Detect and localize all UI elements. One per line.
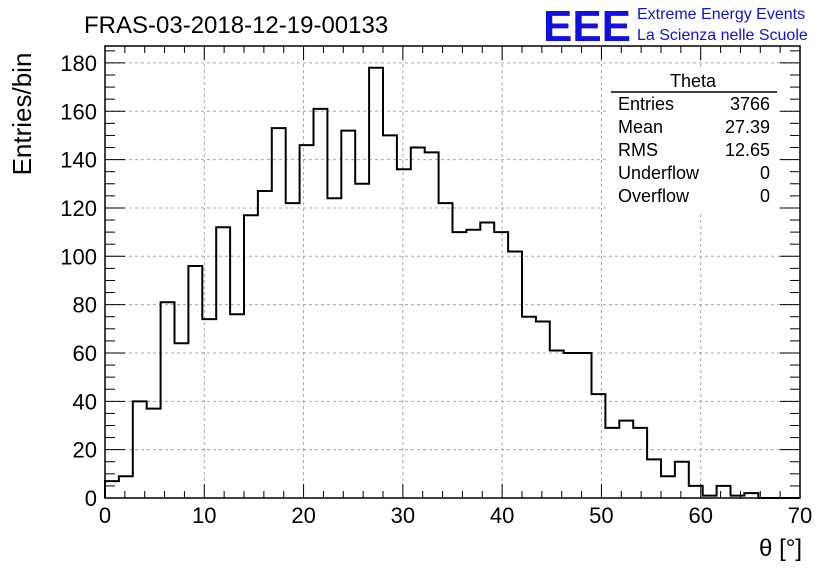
y-axis-label: Entries/bin — [7, 53, 37, 176]
stats-row-label: Overflow — [618, 186, 690, 206]
histogram-bin — [161, 302, 175, 498]
histogram-bin — [411, 148, 425, 498]
histogram-bin — [466, 230, 480, 498]
logo-line-2: La Scienza nelle Scuole — [637, 27, 808, 44]
histogram-bin — [133, 401, 147, 498]
histogram-bin — [341, 131, 355, 498]
histogram-bin — [647, 459, 661, 498]
eee-logo: EEE Extreme Energy Events La Scienza nel… — [543, 2, 808, 51]
histogram-bin — [661, 476, 675, 498]
stats-row-value: 0 — [760, 163, 770, 183]
histogram-bin — [119, 476, 133, 498]
histogram-bin — [258, 191, 272, 498]
histogram-bin — [300, 145, 314, 498]
x-tick-label: 20 — [291, 503, 315, 528]
x-tick-label: 30 — [391, 503, 415, 528]
histogram-bin — [605, 428, 619, 498]
histogram-bin — [369, 68, 383, 498]
histogram-bin — [592, 394, 606, 498]
histogram-bin — [314, 109, 328, 498]
histogram-bin — [105, 481, 119, 498]
x-axis-label: θ [°] — [759, 535, 802, 562]
stats-row-label: Mean — [618, 117, 663, 137]
x-tick-label: 60 — [688, 503, 712, 528]
y-tick-label: 0 — [85, 486, 97, 511]
stats-row-value: 0 — [760, 186, 770, 206]
y-tick-label: 140 — [60, 148, 97, 173]
histogram-bin — [397, 169, 411, 498]
histogram-bin — [689, 486, 703, 498]
histogram-bin — [453, 232, 467, 498]
histogram-bin — [675, 462, 689, 498]
stats-title: Theta — [670, 71, 717, 91]
y-tick-label: 100 — [60, 244, 97, 269]
histogram-bin — [425, 152, 439, 498]
histogram-bin — [286, 203, 300, 498]
stats-box: Theta Entries 3766 Mean 27.39 RMS 12.65 Underf… — [609, 69, 779, 211]
histogram-bin — [578, 353, 592, 498]
histogram-bin — [355, 184, 369, 498]
histogram-bin — [216, 227, 230, 498]
histogram-bin — [480, 222, 494, 498]
histogram-bin — [272, 128, 286, 498]
y-tick-label: 80 — [73, 293, 97, 318]
y-tick-label: 160 — [60, 99, 97, 124]
y-tick-label: 120 — [60, 196, 97, 221]
histogram-bin — [550, 351, 564, 498]
histogram-bin — [188, 266, 202, 498]
histogram-bin — [633, 428, 647, 498]
histogram-bin — [508, 251, 522, 498]
stats-row-label: Entries — [618, 94, 674, 114]
x-tick-label: 10 — [192, 503, 216, 528]
histogram-bin — [619, 421, 633, 498]
histogram-bin — [536, 322, 550, 498]
y-tick-label: 180 — [60, 51, 97, 76]
histogram-bin — [175, 343, 189, 498]
x-axis-ticks: 0 10 20 30 40 50 60 70 — [99, 46, 812, 528]
stats-row-value: 12.65 — [725, 140, 770, 160]
stats-rows: Entries 3766 Mean 27.39 RMS 12.65 Underflow 0 Ov… — [618, 94, 770, 206]
x-tick-label: 0 — [99, 503, 111, 528]
histogram-bin — [383, 135, 397, 498]
histogram-bin — [147, 409, 161, 498]
histogram-bin — [522, 317, 536, 498]
stats-row-label: RMS — [618, 140, 658, 160]
histogram-bin — [717, 486, 731, 498]
histogram-bin — [494, 232, 508, 498]
logo-text: EEE — [543, 2, 631, 51]
histogram-bin — [564, 353, 578, 498]
histogram-outline — [104, 66, 800, 499]
x-tick-label: 40 — [490, 503, 514, 528]
histogram-bin — [439, 203, 453, 498]
y-tick-label: 20 — [73, 438, 97, 463]
y-axis-ticks: 0 20 40 60 80 100 120 140 160 180 — [60, 50, 800, 511]
histogram-bin — [202, 319, 216, 498]
histogram-bin — [244, 215, 258, 498]
x-tick-label: 70 — [788, 503, 812, 528]
stats-row-value: 27.39 — [725, 117, 770, 137]
logo-line-1: Extreme Energy Events — [637, 6, 805, 23]
stats-row-value: 3766 — [730, 94, 770, 114]
x-tick-label: 50 — [589, 503, 613, 528]
grid — [105, 46, 800, 498]
plot-frame — [104, 45, 801, 499]
y-tick-label: 40 — [73, 389, 97, 414]
histogram-bin — [230, 314, 244, 498]
chart-title: FRAS-03-2018-12-19-00133 — [84, 12, 388, 39]
y-tick-label: 60 — [73, 341, 97, 366]
stats-row-label: Underflow — [618, 163, 700, 183]
histogram-bin — [327, 198, 341, 498]
